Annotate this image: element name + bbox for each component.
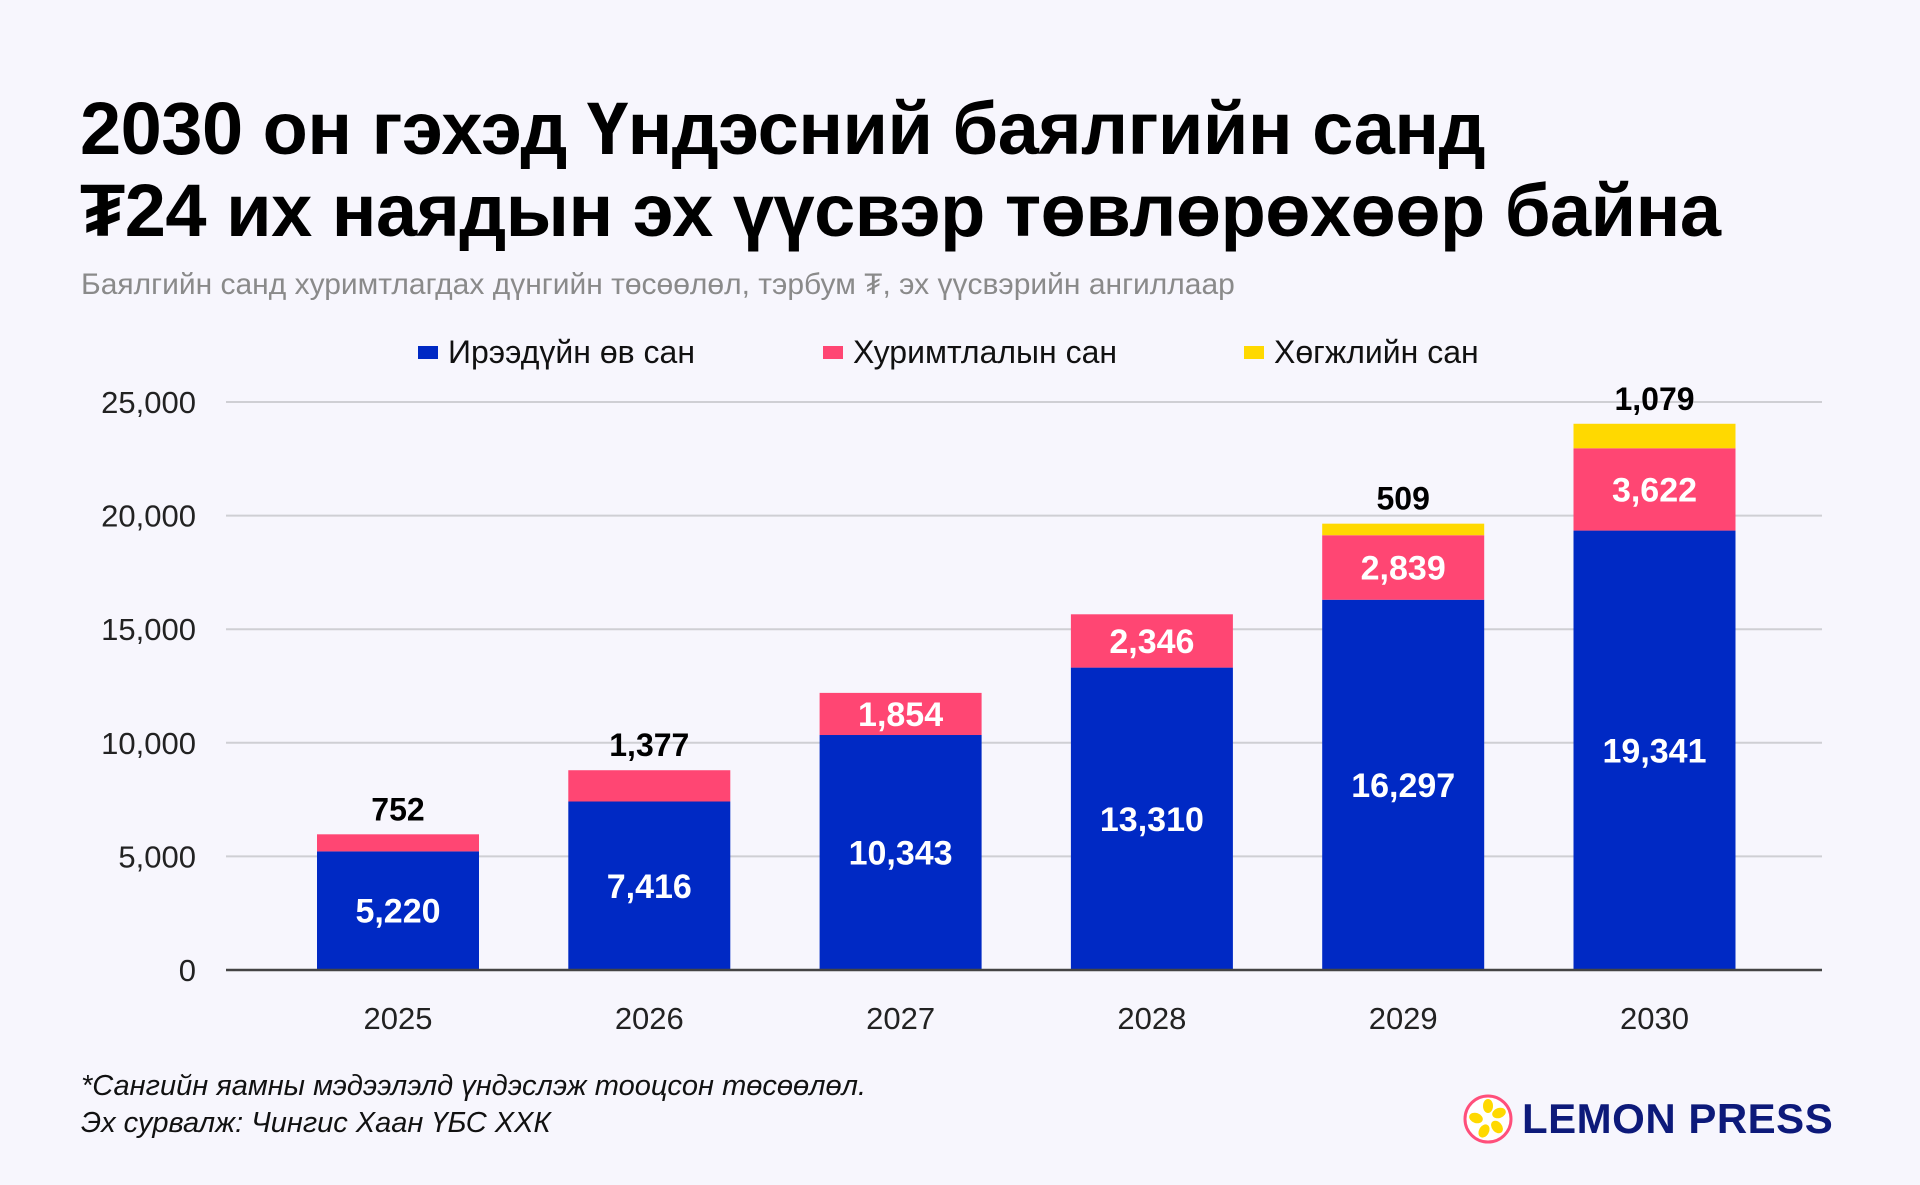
legend-label: Хөгжлийн сан — [1274, 334, 1479, 370]
bar-segment-2028-series-1 — [1070, 614, 1233, 668]
data-label: 2,346 — [1109, 623, 1194, 661]
y-tick-label: 15,000 — [101, 612, 196, 647]
bar-segment-2030-series-2 — [1573, 423, 1736, 449]
bar-segment-2028-series-0 — [1070, 667, 1233, 970]
y-tick-label: 25,000 — [101, 385, 196, 420]
x-tick-label: 2025 — [364, 1001, 433, 1036]
data-label: 7,416 — [607, 868, 692, 906]
bar-segment-2025-series-0 — [317, 851, 479, 970]
chart-subtitle: Баялгийн санд хуримтлагдах дүнгийн төсөө… — [81, 268, 1235, 301]
legend-swatch-blue — [418, 346, 438, 359]
bar-segment-2029-series-0 — [1322, 599, 1485, 970]
y-tick-label: 0 — [179, 953, 196, 988]
x-tick-label: 2027 — [866, 1001, 935, 1036]
legend: Ирээдүйн өв сан Хуримтлалын сан Хөгжлийн… — [0, 334, 1920, 374]
bar-segment-2027-series-0 — [819, 735, 982, 970]
bar-segment-2027-series-1 — [819, 692, 982, 736]
legend-item-savings: Хуримтлалын сан — [823, 334, 1117, 371]
stacked-bar-chart: 0 5,000 10,000 15,000 20,000 25,000 5,220 752 20… — [101, 381, 1822, 1036]
legend-label: Ирээдүйн өв сан — [448, 334, 696, 370]
y-tick-label: 20,000 — [101, 499, 196, 534]
data-label: 1,079 — [1614, 381, 1694, 417]
x-tick-label: 2030 — [1620, 1001, 1689, 1036]
data-label: 3,622 — [1612, 471, 1697, 509]
y-tick-label: 10,000 — [101, 726, 196, 761]
data-label: 752 — [371, 791, 424, 827]
chart-title: 2030 он гэхэд Үндэсний баялгийн санд ₮24… — [80, 88, 1721, 252]
legend-label: Хуримтлалын сан — [853, 334, 1118, 370]
bar-segment-2029-series-1 — [1322, 535, 1485, 600]
bar-segment-2026-series-1 — [568, 770, 731, 802]
data-label: 10,343 — [849, 835, 953, 873]
legend-swatch-pink — [823, 346, 843, 359]
legend-swatch-yellow — [1244, 346, 1264, 359]
lemon-press-logo: LEMON PRESS — [1462, 1093, 1833, 1145]
data-label: 509 — [1377, 481, 1430, 517]
title-line-2: ₮24 их наядын эх үүсвэр төвлөрөхөөр байн… — [80, 169, 1721, 252]
data-label: 19,341 — [1603, 732, 1707, 770]
logo-text: LEMON PRESS — [1522, 1095, 1834, 1142]
x-tick-label: 2028 — [1117, 1001, 1186, 1036]
title-line-1: 2030 он гэхэд Үндэсний баялгийн санд — [80, 87, 1486, 170]
data-label: 1,377 — [609, 727, 689, 763]
data-label: 2,839 — [1361, 549, 1446, 587]
footnote: *Сангийн яамны мэдээлэлд үндэслэж тооцсо… — [81, 1070, 867, 1102]
bar-segment-2030-series-1 — [1573, 448, 1736, 531]
x-tick-label: 2029 — [1369, 1001, 1438, 1036]
y-tick-label: 5,000 — [118, 839, 196, 874]
legend-item-development: Хөгжлийн сан — [1244, 334, 1479, 371]
lemon-icon — [1463, 1094, 1513, 1144]
source-note: Эх сурвалж: Чингис Хаан ҮБС ХХК — [81, 1107, 551, 1139]
bar-segment-2029-series-2 — [1322, 523, 1485, 536]
legend-item-future-heritage: Ирээдүйн өв сан — [418, 334, 695, 371]
data-label: 1,854 — [858, 696, 943, 734]
data-label: 13,310 — [1100, 801, 1204, 839]
data-label: 16,297 — [1351, 767, 1455, 805]
data-label: 5,220 — [355, 893, 440, 931]
bar-segment-2026-series-0 — [568, 801, 731, 970]
x-tick-label: 2026 — [615, 1001, 684, 1036]
bar-segment-2030-series-0 — [1573, 530, 1736, 970]
bar-segment-2025-series-1 — [317, 834, 479, 852]
